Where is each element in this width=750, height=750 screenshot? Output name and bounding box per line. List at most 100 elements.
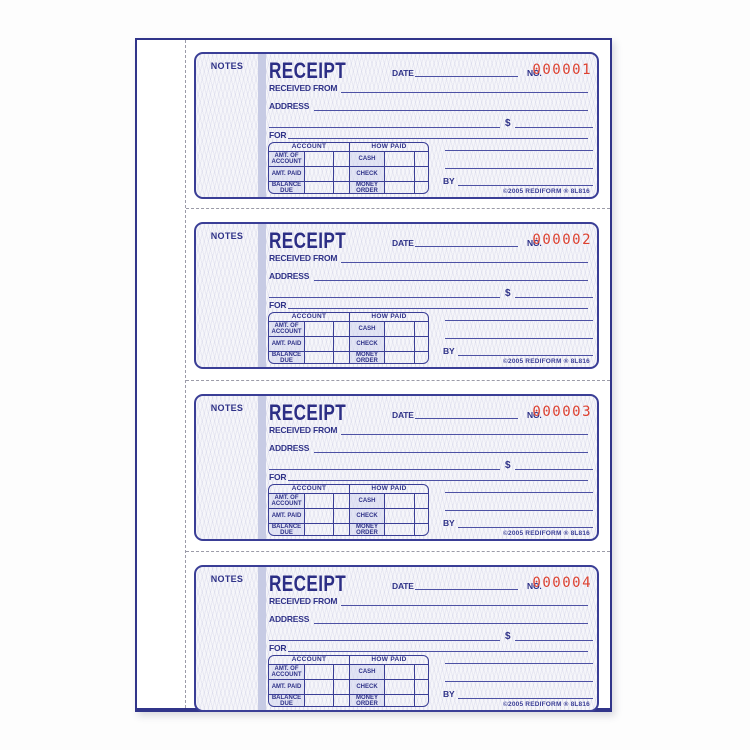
- how-paid-header: HOW PAID: [350, 313, 428, 322]
- for-line: [288, 651, 588, 652]
- received-from-line: [341, 605, 588, 606]
- money-order-field: [385, 695, 415, 706]
- payment-table: ACCOUNT HOW PAID AMT. OF ACCOUNT CASH AM…: [268, 142, 429, 194]
- amt-paid-label: AMT. PAID: [269, 509, 305, 524]
- check-field: [385, 509, 415, 524]
- dollar-sign: $: [505, 460, 511, 471]
- amt-paid-field: [305, 337, 334, 352]
- cash-field: [385, 152, 415, 167]
- received-from-label: RECEIVED FROM: [269, 425, 338, 435]
- address-label: ADDRESS: [269, 614, 310, 624]
- address-line: [314, 280, 588, 281]
- by-label: BY: [443, 346, 455, 356]
- by-line: [458, 185, 593, 186]
- receipt-number: 000001: [532, 62, 592, 78]
- balance-due-label: BALANCE DUE: [269, 182, 305, 193]
- amt-of-account-cents-field: [334, 494, 350, 509]
- address-label: ADDRESS: [269, 443, 310, 453]
- by-line: [458, 698, 593, 699]
- cash-field: [385, 494, 415, 509]
- account-header: ACCOUNT: [269, 656, 350, 665]
- memo-line: [445, 681, 593, 682]
- address-label: ADDRESS: [269, 271, 310, 281]
- by-label: BY: [443, 518, 455, 528]
- balance-due-field: [305, 352, 334, 363]
- payment-table: ACCOUNT HOW PAID AMT. OF ACCOUNT CASH AM…: [268, 655, 429, 707]
- check-field: [385, 337, 415, 352]
- balance-due-label: BALANCE DUE: [269, 695, 305, 706]
- by-label: BY: [443, 689, 455, 699]
- receipt-form: NOTES RECEIPT DATE NO. 000001 RECEIVED F…: [194, 52, 599, 199]
- money-order-cents-field: [415, 182, 428, 193]
- memo-line: [445, 168, 593, 169]
- footer-text: ©2005 REDIFORM ® 8L816: [503, 530, 590, 537]
- for-label: FOR: [269, 130, 287, 140]
- amt-paid-field: [305, 509, 334, 524]
- address-label: ADDRESS: [269, 101, 310, 111]
- how-paid-header: HOW PAID: [350, 656, 428, 665]
- address-line: [314, 452, 588, 453]
- money-order-label: MONEY ORDER: [350, 182, 385, 193]
- for-label: FOR: [269, 643, 287, 653]
- footer-text: ©2005 REDIFORM ® 8L816: [503, 701, 590, 708]
- number-label: NO.: [527, 68, 542, 78]
- amount-words-line: [269, 469, 500, 470]
- account-header: ACCOUNT: [269, 313, 350, 322]
- amt-paid-cents-field: [334, 167, 350, 182]
- date-line: [415, 76, 518, 77]
- received-from-line: [341, 92, 588, 93]
- received-from-label: RECEIVED FROM: [269, 596, 338, 606]
- check-label: CHECK: [350, 337, 385, 352]
- amt-paid-cents-field: [334, 680, 350, 695]
- amt-of-account-cents-field: [334, 665, 350, 680]
- receipt-form: NOTES RECEIPT DATE NO. 000004 RECEIVED F…: [194, 565, 599, 712]
- perforation-line-horizontal: [186, 551, 610, 552]
- amt-of-account-label: AMT. OF ACCOUNT: [269, 665, 305, 680]
- check-field: [385, 680, 415, 695]
- date-line: [415, 246, 518, 247]
- money-order-field: [385, 524, 415, 535]
- notes-label: NOTES: [210, 61, 244, 71]
- balance-due-field: [305, 182, 334, 193]
- account-header: ACCOUNT: [269, 485, 350, 494]
- received-from-line: [341, 262, 588, 263]
- memo-line: [445, 150, 593, 151]
- amount-figures-line: [515, 640, 593, 641]
- amt-of-account-label: AMT. OF ACCOUNT: [269, 152, 305, 167]
- receipt-title: RECEIPT: [269, 400, 347, 425]
- for-line: [288, 138, 588, 139]
- receipt-form: NOTES RECEIPT DATE NO. 000003 RECEIVED F…: [194, 394, 599, 541]
- by-line: [458, 355, 593, 356]
- money-order-label: MONEY ORDER: [350, 352, 385, 363]
- check-label: CHECK: [350, 509, 385, 524]
- balance-due-label: BALANCE DUE: [269, 352, 305, 363]
- amt-of-account-field: [305, 152, 334, 167]
- amt-paid-label: AMT. PAID: [269, 680, 305, 695]
- notes-label: NOTES: [210, 231, 244, 241]
- cash-field: [385, 322, 415, 337]
- how-paid-header: HOW PAID: [350, 143, 428, 152]
- money-order-cents-field: [415, 524, 428, 535]
- number-label: NO.: [527, 410, 542, 420]
- amt-of-account-label: AMT. OF ACCOUNT: [269, 322, 305, 337]
- amt-paid-field: [305, 680, 334, 695]
- footer-text: ©2005 REDIFORM ® 8L816: [503, 188, 590, 195]
- cash-label: CASH: [350, 322, 385, 337]
- footer-text: ©2005 REDIFORM ® 8L816: [503, 358, 590, 365]
- money-order-cents-field: [415, 695, 428, 706]
- money-order-label: MONEY ORDER: [350, 695, 385, 706]
- amount-figures-line: [515, 469, 593, 470]
- amt-paid-cents-field: [334, 337, 350, 352]
- number-label: NO.: [527, 238, 542, 248]
- balance-due-cents-field: [334, 352, 350, 363]
- dollar-sign: $: [505, 118, 511, 129]
- check-label: CHECK: [350, 680, 385, 695]
- amount-words-line: [269, 640, 500, 641]
- for-line: [288, 308, 588, 309]
- cash-cents-field: [415, 322, 428, 337]
- amount-figures-line: [515, 297, 593, 298]
- dollar-sign: $: [505, 288, 511, 299]
- amt-of-account-cents-field: [334, 322, 350, 337]
- by-label: BY: [443, 176, 455, 186]
- check-cents-field: [415, 680, 428, 695]
